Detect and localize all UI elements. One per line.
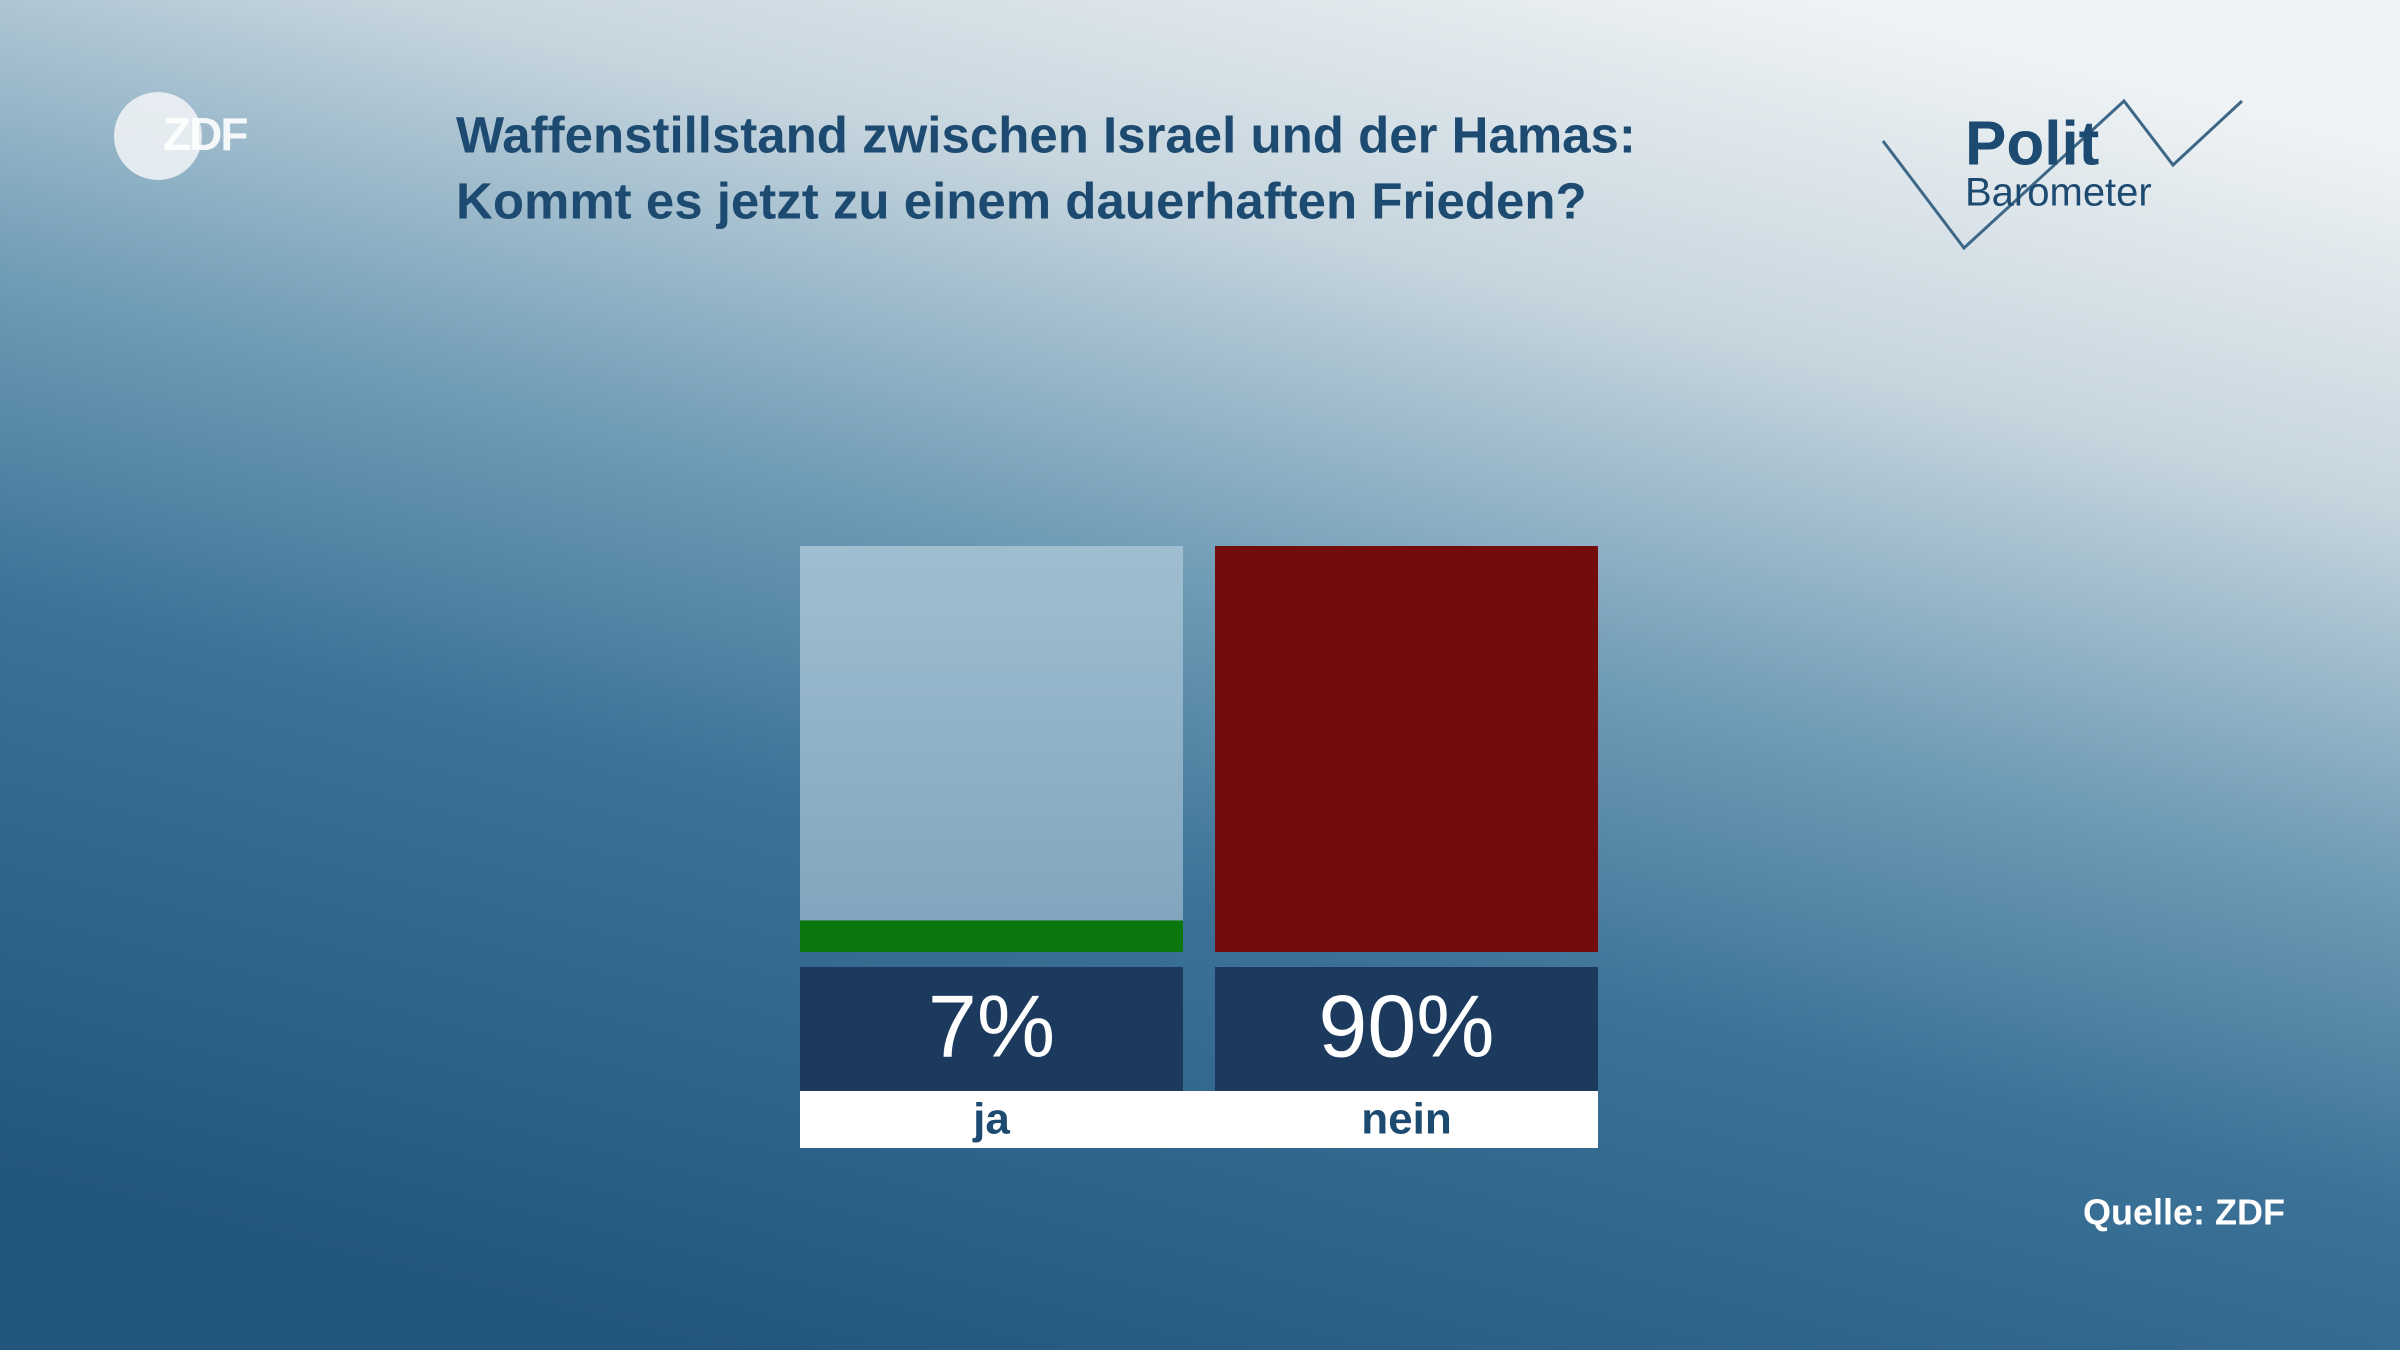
- value-label: 7%: [928, 976, 1055, 1075]
- source: Quelle: ZDF: [2083, 1192, 2285, 1233]
- category-label: ja: [972, 1095, 1010, 1144]
- category-label: nein: [1361, 1095, 1451, 1144]
- logo-line: [1881, 98, 2244, 251]
- chart-title: Kommt es jetzt zu einem dauerhaften Frie…: [456, 172, 1587, 229]
- bar-background: [800, 546, 1183, 952]
- logo-text: ZDF: [163, 108, 247, 160]
- logo-text: Barometer: [1965, 171, 2152, 215]
- logo-text: Polit: [1965, 109, 2099, 178]
- zdf-logo: ZDF: [114, 92, 249, 180]
- value-box: [1215, 967, 1598, 1091]
- bar: [800, 920, 1183, 952]
- label-strip: [800, 1091, 1598, 1148]
- value-label: 90%: [1318, 976, 1494, 1075]
- value-box: [800, 967, 1183, 1091]
- logo-circle: [114, 92, 202, 180]
- chart-title: Waffenstillstand zwischen Israel und der…: [456, 106, 1636, 163]
- politbarometer-logo: Polit Barometer: [1881, 98, 2244, 251]
- bar: [1215, 546, 1598, 952]
